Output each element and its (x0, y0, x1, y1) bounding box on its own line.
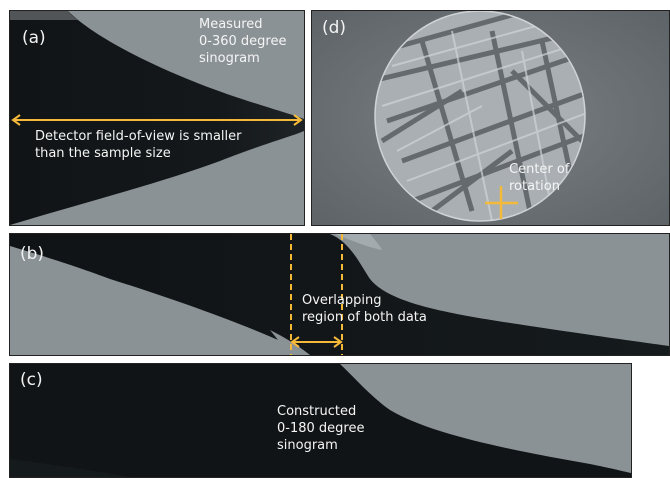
panel-c-title-line2: 0-180 degree (277, 421, 365, 436)
panel-b-label: (b) (20, 244, 45, 264)
detector-fov-arrow (11, 114, 303, 126)
panel-d-label: (d) (322, 18, 347, 38)
panel-b-overlap-text-line2: region of both data (302, 310, 427, 325)
panel-c-label: (c) (20, 370, 43, 390)
center-cross-marker (485, 186, 518, 219)
panel-b-overlap-text: Overlapping region of both data (302, 292, 427, 326)
panel-d-center-text-line1: Center of (509, 162, 570, 177)
panel-d-center-text-line2: rotation (509, 179, 560, 194)
panel-b-overlap-text-line1: Overlapping (302, 293, 382, 308)
sinogram-b-image (10, 234, 669, 355)
sample-shadow-c (10, 364, 631, 477)
panel-c-title: Constructed 0-180 degree sinogram (277, 403, 364, 454)
panel-a-title-line2: 0-360 degree (199, 34, 287, 49)
panel-c-title-line3: sinogram (277, 438, 338, 453)
panel-a-arrow-text-line1: Detector field-of-view is smaller (35, 129, 242, 144)
panel-a-label: (a) (22, 28, 46, 48)
panel-a-arrow-text: Detector field-of-view is smaller than t… (35, 128, 241, 162)
sample-shadow-a (10, 11, 304, 225)
panel-c: (c) Constructed 0-180 degree sinogram (9, 363, 632, 478)
panel-d-center-text: Center of rotation (509, 161, 569, 195)
reconstruction-d-image (312, 11, 669, 225)
panel-a: (a) Measured 0-360 degree sinogram Detec… (9, 10, 305, 226)
panel-a-title-line1: Measured (199, 17, 263, 32)
overlap-region-markers (290, 234, 343, 355)
sinogram-c-image (10, 364, 631, 477)
panel-a-title-line3: sinogram (199, 51, 260, 66)
sample-shadow-b (10, 234, 669, 355)
panel-c-title-line1: Constructed (277, 404, 357, 419)
panel-a-title: Measured 0-360 degree sinogram (199, 16, 286, 67)
panel-d: (d) Center of rotation (311, 10, 670, 226)
panel-a-arrow-text-line2: than the sample size (35, 146, 171, 161)
sinogram-a-image (10, 11, 304, 225)
panel-b: (b) Overlapping region of both data (9, 233, 670, 356)
